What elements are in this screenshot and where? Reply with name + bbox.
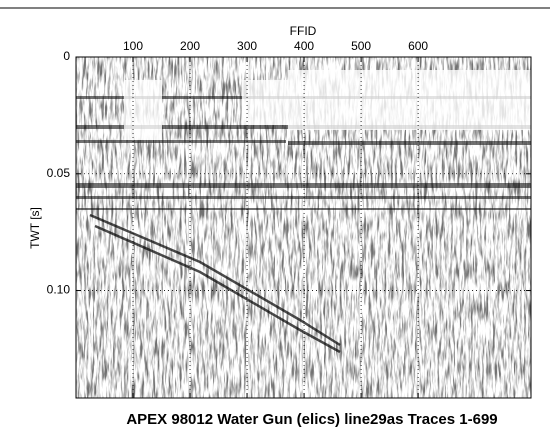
y-tick-label: 0.05 <box>47 166 71 180</box>
x-tick-label: 400 <box>294 39 314 53</box>
y-axis-label: TWT [s] <box>28 207 42 249</box>
plot-frame <box>75 56 532 399</box>
y-tick-label: 0 <box>63 49 70 63</box>
x-axis-label: FFID <box>290 24 317 38</box>
x-tick-label: 600 <box>408 39 428 53</box>
x-tick-label: 500 <box>351 39 371 53</box>
seismic-image <box>76 57 531 398</box>
chart-title: APEX 98012 Water Gun (elics) line29as Tr… <box>126 411 497 428</box>
x-tick-label: 200 <box>180 39 200 53</box>
y-tick-label: 0.10 <box>47 283 71 297</box>
x-tick-label: 300 <box>237 39 257 53</box>
x-tick-label: 100 <box>123 39 143 53</box>
